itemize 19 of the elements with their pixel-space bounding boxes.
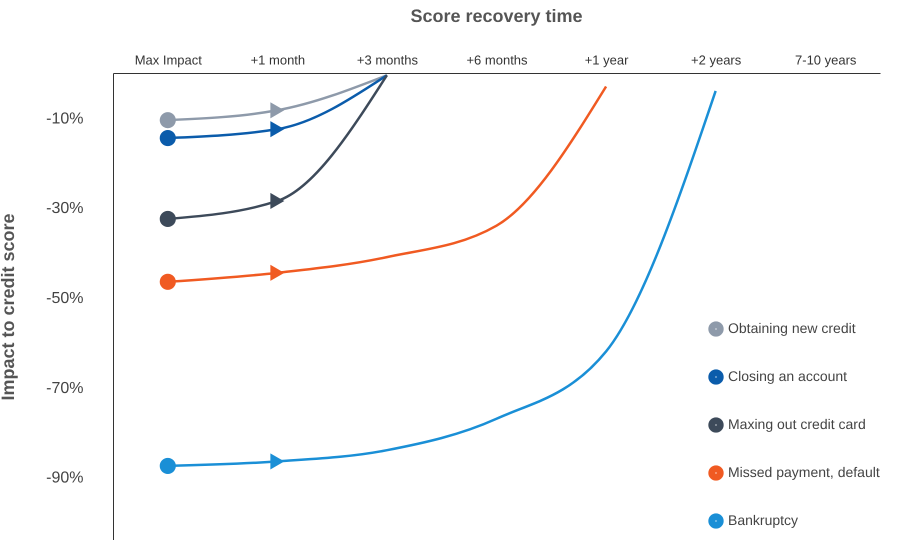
legend-label: Obtaining new credit [728, 320, 856, 336]
x-tick-label: Max Impact [134, 52, 202, 68]
legend-label: Missed payment, default [728, 464, 880, 480]
y-tick-label: -90% [46, 470, 84, 487]
x-tick-label: +1 month [250, 52, 306, 68]
x-tick-label: 7-10 years [795, 52, 857, 68]
y-tick-label: -70% [46, 380, 84, 397]
legend-label: Closing an account [728, 368, 848, 384]
y-tick-label: -30% [46, 200, 84, 218]
y-tick-label: -10% [46, 110, 84, 128]
legend-label: Bankruptcy [728, 512, 798, 528]
x-tick-label: +2 years [691, 52, 742, 68]
y-tick-label: -50% [46, 290, 84, 308]
x-tick-label: +3 months [356, 52, 418, 68]
chart-title: Score recovery time [410, 6, 583, 26]
x-tick-label: +6 months [466, 52, 528, 68]
y-axis-title: Impact to credit score [0, 213, 18, 401]
legend-label: Maxing out credit card [728, 416, 866, 432]
x-tick-label: +1 year [584, 52, 630, 68]
